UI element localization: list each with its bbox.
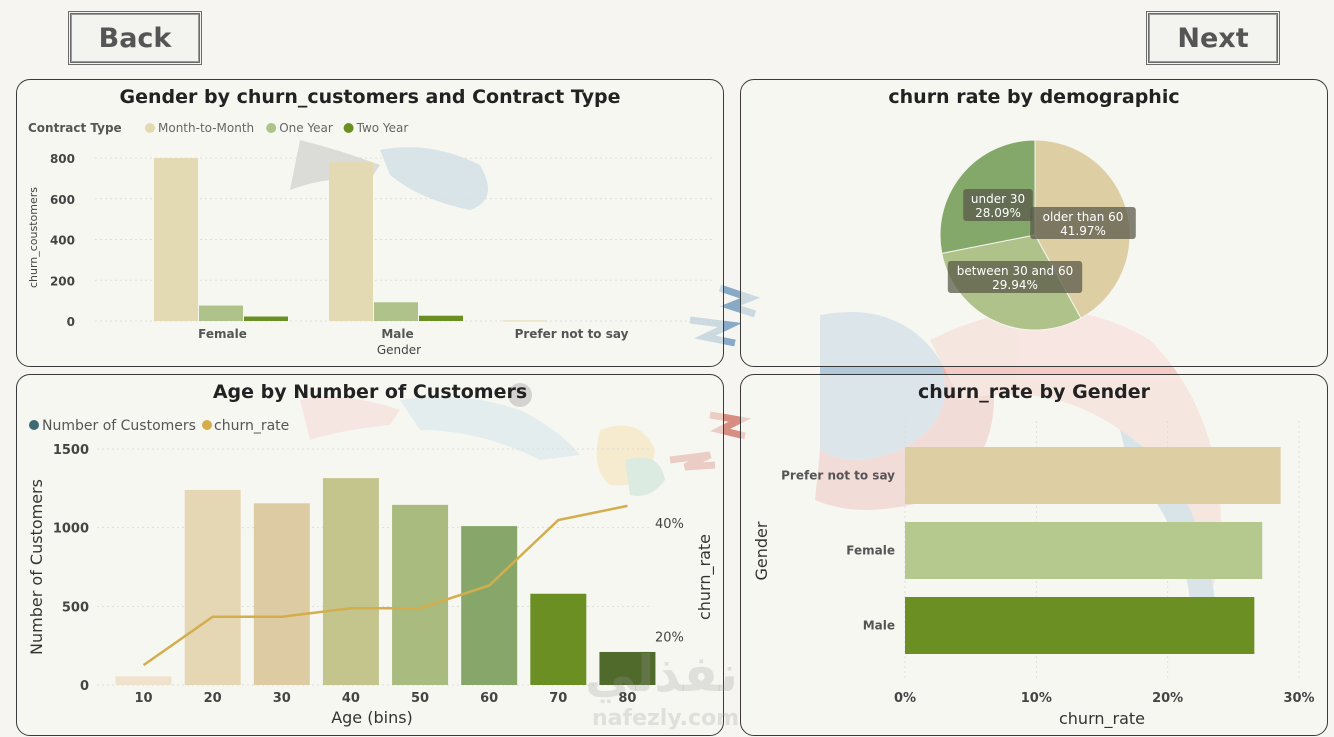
legend-label-2: Two Year (356, 121, 409, 135)
bar (322, 478, 379, 685)
pie-slice-label: older than 60 (1043, 210, 1124, 224)
bar (503, 320, 547, 322)
bar (115, 676, 172, 685)
bar (374, 302, 418, 321)
x-tick-label: 10% (1021, 691, 1052, 706)
next-button[interactable]: Next (1146, 11, 1280, 65)
y-tick-label: 400 (50, 234, 75, 248)
x-tick-label: 20% (1152, 691, 1183, 706)
bar (329, 162, 373, 321)
x-tick-label: 60 (480, 691, 498, 706)
y-axis-label: Gender (752, 521, 771, 580)
watermark-latin: nafezly.com (592, 706, 740, 731)
x-tick-label: 30 (273, 691, 291, 706)
bar (199, 305, 243, 321)
bar (461, 526, 518, 685)
y-tick-label: Prefer not to say (781, 469, 895, 483)
y-tick-label: Male (863, 619, 895, 633)
pie-slice-label: under 30 (971, 192, 1025, 206)
x-tick-label: Female (198, 327, 247, 341)
legend-label-customers: Number of Customers (42, 418, 196, 434)
x-axis-label: Gender (377, 343, 421, 357)
y-tick-label: 500 (62, 600, 89, 615)
bar (905, 447, 1281, 504)
pie-slice-value: 28.09% (975, 206, 1021, 220)
y2-axis-label: churn_rate (695, 534, 715, 620)
y-tick-label: Female (846, 544, 895, 558)
x-axis-label: Age (bins) (331, 708, 413, 727)
y-tick-label: 1500 (53, 443, 89, 458)
bar (599, 651, 656, 685)
y-tick-label: 200 (50, 274, 75, 288)
x-axis-label: churn_rate (1059, 709, 1145, 729)
x-tick-label: 0% (894, 691, 916, 706)
pie-slice-value: 41.97% (1060, 224, 1106, 238)
churn-gender-panel: churn_rate by Gender 0% 10% 20% 30% Prefer n… (740, 374, 1328, 736)
y-axis-label: Number of Customers (27, 479, 46, 655)
pie-slice-label: between 30 and 60 (957, 264, 1073, 278)
pie-label-box (1030, 207, 1136, 239)
y2-tick-label: 40% (655, 517, 684, 532)
bar (530, 593, 587, 685)
y2-tick-label: 20% (655, 631, 684, 646)
churn-rate-line (142, 504, 628, 667)
pie-label-box (963, 189, 1033, 221)
y-tick-label: 0 (80, 679, 89, 694)
pie-slice-value: 29.94% (992, 278, 1038, 292)
gender-contract-panel: Gender by churn_customers and Contract T… (16, 79, 724, 367)
x-tick-label: 50 (411, 691, 429, 706)
y-tick-label: 0 (67, 315, 75, 329)
watermark-arabic: نفذلي (585, 645, 739, 703)
bar (184, 489, 241, 685)
age-customers-panel: Age by Number of Customers Number of Cus… (16, 374, 724, 736)
x-tick-label: Prefer not to say (515, 327, 629, 341)
y-tick-label: 800 (50, 152, 75, 166)
bar (392, 504, 449, 685)
y-axis-label: churn_coustomers (27, 187, 40, 288)
pie-label-box (947, 261, 1083, 293)
x-tick-label: 20 (204, 691, 222, 706)
bar (253, 503, 310, 685)
bar (905, 597, 1255, 654)
legend-marker-2 (343, 123, 354, 133)
x-tick-label: 70 (549, 691, 567, 706)
x-tick-label: 80 (618, 691, 636, 706)
legend-marker-churn-rate (202, 420, 212, 430)
bar (905, 522, 1263, 579)
legend-marker-1 (266, 123, 277, 133)
legend-marker-0 (145, 123, 155, 133)
x-tick-label: 40 (342, 691, 360, 706)
gender-contract-title: Gender by churn_customers and Contract T… (119, 86, 621, 108)
demographic-panel: churn rate by demographic older than 60 4… (740, 79, 1328, 367)
legend-title: Contract Type (28, 121, 122, 135)
demographic-title: churn rate by demographic (888, 86, 1180, 108)
x-tick-label: 10 (135, 691, 153, 706)
age-customers-title: Age by Number of Customers (212, 381, 528, 403)
gender-contract-chart: Contract Type Month-to-Month One Year Two Y… (27, 121, 712, 357)
back-button[interactable]: Back (68, 11, 202, 65)
age-customers-chart: Number of Customers churn_rate15001000500… (27, 418, 715, 727)
bar (419, 315, 463, 321)
legend-label-0: Month-to-Month (158, 121, 254, 135)
y-tick-label: 1000 (53, 522, 89, 537)
churn-gender-title: churn_rate by Gender (918, 381, 1150, 403)
bar (154, 158, 198, 321)
legend-label-1: One Year (279, 121, 333, 135)
legend-label-churn-rate: churn_rate (214, 418, 289, 434)
y-tick-label: 600 (50, 193, 75, 207)
bar (244, 316, 288, 321)
churn-gender-chart: 0% 10% 20% 30% Prefer not to say Female Male ch… (752, 421, 1315, 729)
legend-marker-customers (29, 420, 39, 430)
x-tick-label: Male (381, 327, 413, 341)
x-tick-label: 30% (1283, 691, 1314, 706)
